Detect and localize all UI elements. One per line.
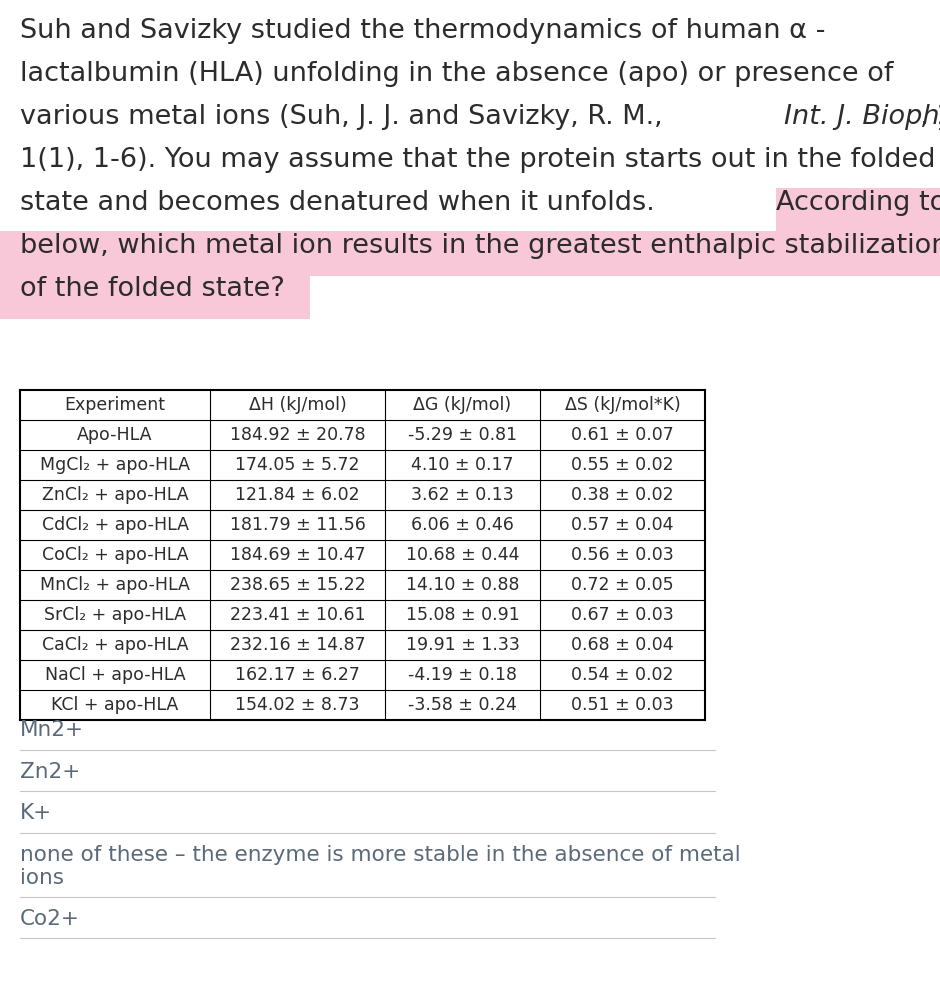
Text: 223.41 ± 10.61: 223.41 ± 10.61	[229, 606, 366, 624]
Text: -4.19 ± 0.18: -4.19 ± 0.18	[408, 666, 517, 684]
Text: ΔS (kJ/mol*K): ΔS (kJ/mol*K)	[565, 396, 681, 414]
Text: 174.05 ± 5.72: 174.05 ± 5.72	[235, 456, 360, 474]
Text: KCl + apo-HLA: KCl + apo-HLA	[52, 696, 179, 714]
Text: Int. J. Biophys.: Int. J. Biophys.	[784, 104, 940, 130]
Text: , 2011,: , 2011,	[919, 104, 940, 130]
Text: NaCl + apo-HLA: NaCl + apo-HLA	[45, 666, 185, 684]
Text: 0.54 ± 0.02: 0.54 ± 0.02	[572, 666, 674, 684]
Text: 121.84 ± 6.02: 121.84 ± 6.02	[235, 486, 360, 504]
Text: 232.16 ± 14.87: 232.16 ± 14.87	[229, 636, 366, 654]
Text: 184.69 ± 10.47: 184.69 ± 10.47	[229, 546, 366, 564]
Text: 0.67 ± 0.03: 0.67 ± 0.03	[572, 606, 674, 624]
Text: 0.57 ± 0.04: 0.57 ± 0.04	[572, 516, 674, 534]
Text: 184.92 ± 20.78: 184.92 ± 20.78	[229, 426, 366, 444]
Text: 0.38 ± 0.02: 0.38 ± 0.02	[572, 486, 674, 504]
Text: lactalbumin (HLA) unfolding in the absence (apo) or presence of: lactalbumin (HLA) unfolding in the absen…	[20, 61, 893, 87]
Text: According to the data: According to the data	[776, 190, 940, 216]
Text: ZnCl₂ + apo-HLA: ZnCl₂ + apo-HLA	[41, 486, 188, 504]
Text: 0.56 ± 0.03: 0.56 ± 0.03	[572, 546, 674, 564]
Text: 19.91 ± 1.33: 19.91 ± 1.33	[405, 636, 520, 654]
Text: 0.72 ± 0.05: 0.72 ± 0.05	[572, 576, 674, 594]
Text: Apo-HLA: Apo-HLA	[77, 426, 152, 444]
Text: 14.10 ± 0.88: 14.10 ± 0.88	[406, 576, 519, 594]
Text: MnCl₂ + apo-HLA: MnCl₂ + apo-HLA	[40, 576, 190, 594]
Text: Zn2+: Zn2+	[20, 762, 80, 781]
Text: 0.55 ± 0.02: 0.55 ± 0.02	[572, 456, 674, 474]
Text: 0.68 ± 0.04: 0.68 ± 0.04	[572, 636, 674, 654]
Text: 0.61 ± 0.07: 0.61 ± 0.07	[572, 426, 674, 444]
Text: Suh and Savizky studied the thermodynamics of human α -: Suh and Savizky studied the thermodynami…	[20, 18, 825, 44]
Text: -5.29 ± 0.81: -5.29 ± 0.81	[408, 426, 517, 444]
Text: K+: K+	[20, 803, 52, 824]
Text: CoCl₂ + apo-HLA: CoCl₂ + apo-HLA	[41, 546, 188, 564]
Text: none of these – the enzyme is more stable in the absence of metal
ions: none of these – the enzyme is more stabl…	[20, 845, 741, 888]
Text: 15.08 ± 0.91: 15.08 ± 0.91	[406, 606, 520, 624]
Text: SrCl₂ + apo-HLA: SrCl₂ + apo-HLA	[44, 606, 186, 624]
Text: 4.10 ± 0.17: 4.10 ± 0.17	[412, 456, 514, 474]
Bar	[0, 231, 940, 276]
Text: Mn2+: Mn2+	[20, 720, 84, 740]
Text: ΔG (kJ/mol): ΔG (kJ/mol)	[414, 396, 511, 414]
Text: 238.65 ± 15.22: 238.65 ± 15.22	[229, 576, 366, 594]
Text: 10.68 ± 0.44: 10.68 ± 0.44	[406, 546, 519, 564]
Text: ΔH (kJ/mol): ΔH (kJ/mol)	[248, 396, 346, 414]
Text: -3.58 ± 0.24: -3.58 ± 0.24	[408, 696, 517, 714]
Text: Co2+: Co2+	[20, 908, 80, 928]
Text: 154.02 ± 8.73: 154.02 ± 8.73	[235, 696, 360, 714]
Bar	[0, 274, 310, 319]
Text: 1(1), 1-6). You may assume that the protein starts out in the folded: 1(1), 1-6). You may assume that the prot…	[20, 147, 935, 173]
Text: 181.79 ± 11.56: 181.79 ± 11.56	[229, 516, 366, 534]
Bar	[776, 188, 940, 233]
Text: 162.17 ± 6.27: 162.17 ± 6.27	[235, 666, 360, 684]
Text: state and becomes denatured when it unfolds.: state and becomes denatured when it unfo…	[20, 190, 664, 216]
Text: 6.06 ± 0.46: 6.06 ± 0.46	[411, 516, 514, 534]
Text: various metal ions (Suh, J. J. and Savizky, R. M.,: various metal ions (Suh, J. J. and Saviz…	[20, 104, 671, 130]
Text: CdCl₂ + apo-HLA: CdCl₂ + apo-HLA	[41, 516, 189, 534]
Text: below, which metal ion results in the greatest enthalpic stabilization: below, which metal ion results in the gr…	[20, 233, 940, 259]
Text: MgCl₂ + apo-HLA: MgCl₂ + apo-HLA	[40, 456, 190, 474]
Text: of the folded state?: of the folded state?	[20, 276, 285, 302]
Text: Experiment: Experiment	[65, 396, 165, 414]
Text: 0.51 ± 0.03: 0.51 ± 0.03	[572, 696, 674, 714]
Text: 3.62 ± 0.13: 3.62 ± 0.13	[411, 486, 514, 504]
Text: CaCl₂ + apo-HLA: CaCl₂ + apo-HLA	[41, 636, 188, 654]
